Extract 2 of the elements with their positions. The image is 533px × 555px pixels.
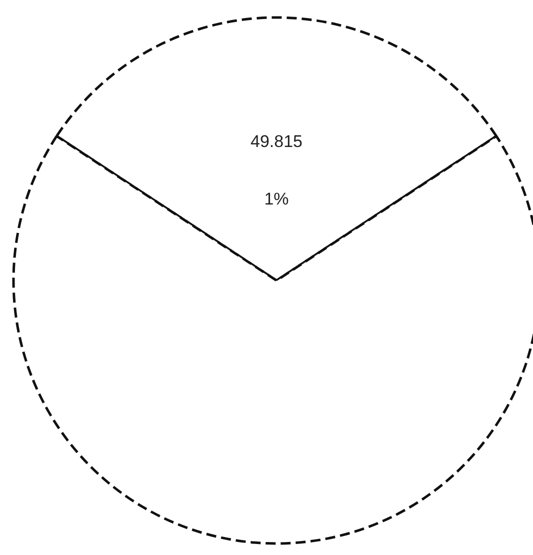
text: 49.815	[250, 132, 302, 152]
text: 1%	[264, 189, 289, 208]
